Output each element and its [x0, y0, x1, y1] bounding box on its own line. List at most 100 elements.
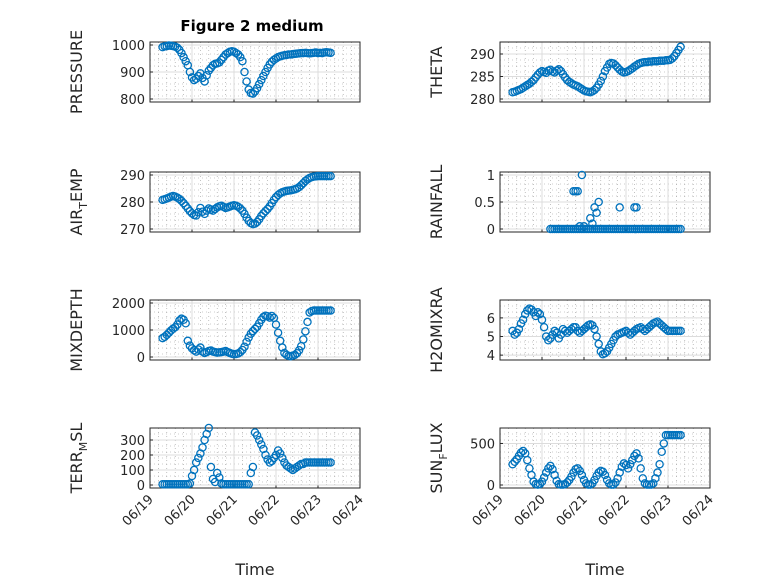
data-point [181, 56, 190, 66]
data-point [187, 209, 197, 218]
data-point [261, 206, 270, 216]
y-tick-label: 6 [487, 312, 495, 327]
data-point [278, 343, 287, 352]
data-point [657, 447, 666, 457]
data-point [537, 315, 547, 325]
data-point [296, 181, 306, 190]
subplot-air: 270 280 290 AIRTEMP [67, 168, 361, 238]
data-point [615, 468, 624, 477]
data-point [544, 335, 553, 345]
subplot-theta: 280 285 290 THETA [427, 41, 711, 108]
y-axis-label: PRESSURE [67, 30, 86, 114]
data-point [623, 66, 633, 76]
subplot-mixdepth: 0 1000 2000 MIXDEPTH [67, 288, 361, 372]
data-point [588, 219, 597, 228]
y-tick-label: 0 [137, 479, 145, 494]
data-point [248, 326, 258, 336]
data-point [554, 65, 564, 74]
data-point [162, 330, 172, 340]
data-point [586, 213, 595, 223]
y-tick-label: 1000 [112, 39, 145, 54]
data-point [611, 478, 620, 487]
data-point [552, 66, 561, 75]
data-point [275, 449, 285, 458]
minor-grid [499, 428, 711, 488]
data-point [259, 71, 268, 81]
y-tick-label: 0 [487, 479, 495, 494]
data-point [254, 435, 264, 445]
scatter-series [508, 430, 685, 489]
data-point [598, 72, 608, 81]
data-point [600, 470, 610, 480]
data-point [261, 450, 270, 460]
x-tick-label: 06/19 [120, 492, 157, 529]
x-tick-label: 06/23 [288, 492, 325, 529]
data-point [546, 65, 555, 75]
data-point [244, 479, 253, 489]
data-point [250, 324, 260, 334]
x-axis-label: Time [234, 560, 274, 579]
data-point [189, 465, 199, 475]
data-point [541, 468, 551, 477]
data-point [676, 42, 685, 52]
data-point [565, 77, 574, 87]
x-tick-label: 06/23 [638, 492, 675, 529]
data-point [676, 224, 685, 234]
data-point [252, 431, 262, 440]
data-point [634, 454, 643, 463]
data-point [579, 222, 589, 231]
data-point [278, 453, 287, 463]
data-point [202, 70, 211, 80]
data-point [185, 479, 195, 488]
y-tick-label: 5 [487, 331, 495, 346]
y-axis-label: H2OMIXRA [427, 287, 446, 373]
x-tick-label: 06/20 [512, 492, 549, 529]
data-point [649, 479, 658, 488]
data-point [577, 470, 587, 480]
y-axis-label: RAINFALL [427, 165, 446, 240]
scatter-series [546, 170, 685, 234]
x-tick-label: 06/24 [330, 492, 367, 529]
data-point [575, 466, 585, 476]
data-point [254, 79, 264, 89]
data-point [535, 309, 545, 319]
data-point [615, 203, 624, 212]
data-point [518, 315, 528, 325]
data-point [236, 52, 245, 62]
data-point [609, 480, 618, 489]
y-tick-label: 100 [120, 464, 145, 479]
scatter-series [158, 171, 335, 229]
data-point [653, 468, 662, 477]
y-axis-label: MIXDEPTH [67, 288, 86, 371]
y-tick-label: 285 [470, 71, 495, 86]
data-point [590, 324, 599, 334]
data-point [516, 84, 526, 94]
data-point [191, 458, 201, 467]
data-point [223, 48, 232, 58]
x-tick-label: 06/20 [162, 492, 199, 529]
data-point [261, 67, 270, 77]
data-point [655, 459, 664, 469]
data-point [539, 322, 549, 332]
data-point [533, 308, 543, 317]
data-point [573, 82, 582, 91]
data-point [273, 328, 283, 337]
data-point [514, 324, 524, 334]
data-point [326, 306, 335, 315]
data-point [600, 349, 610, 358]
scatter-series [158, 423, 335, 489]
data-point [590, 475, 599, 485]
data-point [638, 474, 648, 483]
data-point [269, 55, 279, 65]
data-point [573, 186, 582, 196]
axes-border [149, 299, 361, 361]
data-point [510, 457, 519, 466]
axes-border [499, 299, 711, 361]
data-point [206, 462, 216, 472]
data-point [567, 472, 576, 481]
y-tick-label: 290 [470, 48, 495, 63]
y-tick-label: 1 [487, 169, 495, 184]
data-point [252, 83, 262, 93]
data-point [242, 77, 251, 86]
